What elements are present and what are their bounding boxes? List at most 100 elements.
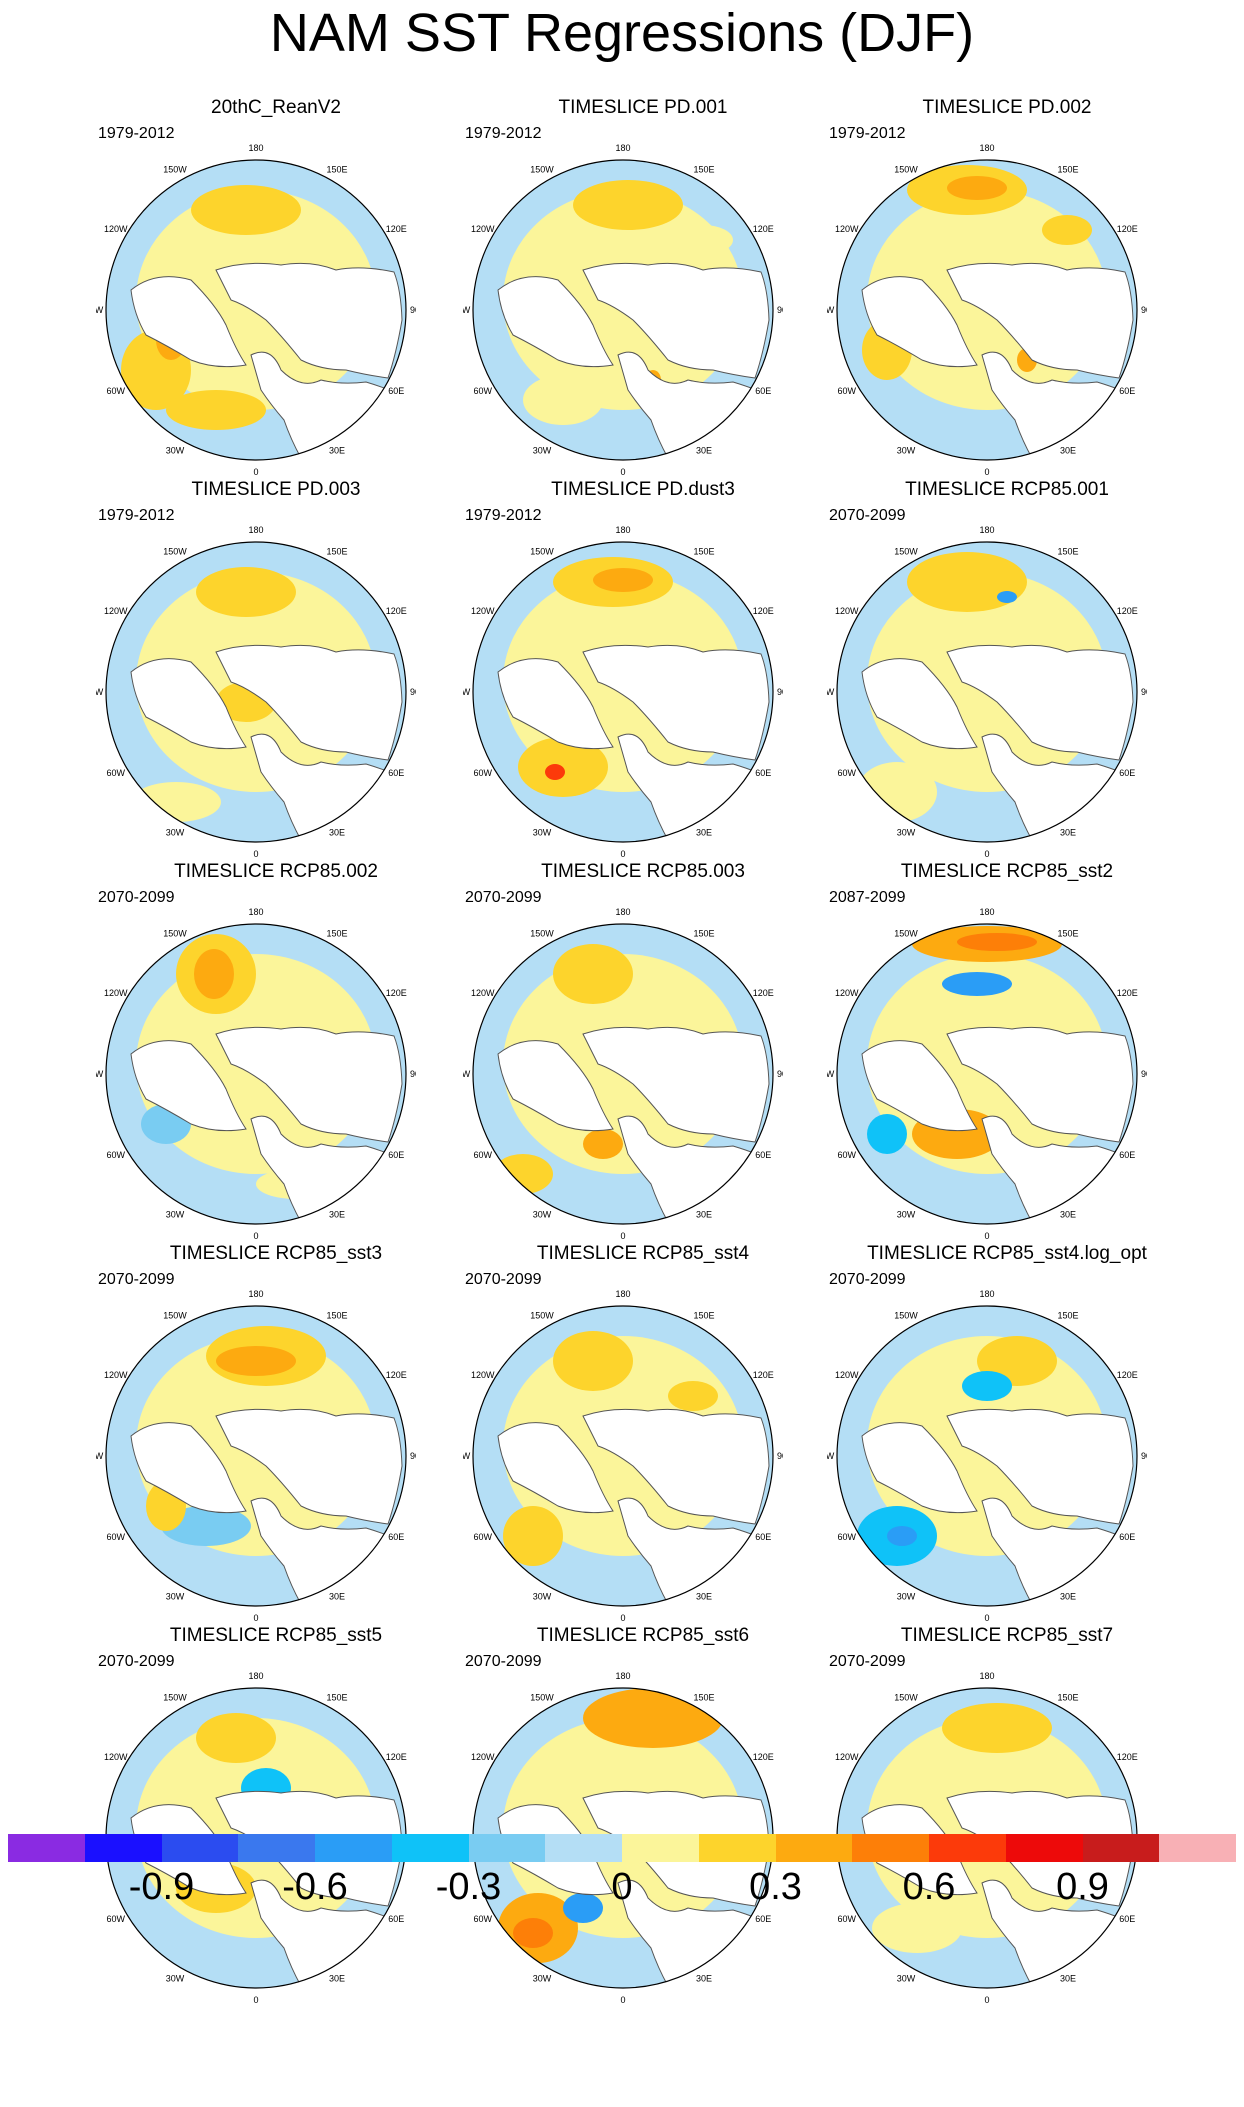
longitude-label: 150W <box>163 547 187 557</box>
longitude-label: 90E <box>1141 1069 1147 1079</box>
map-panel: TIMESLICE RCP85.001 2070-2099 180 150E 120E 9… <box>827 478 1187 859</box>
panel-title: TIMESLICE RCP85_sst7 <box>900 1625 1114 1646</box>
longitude-label: 30W <box>533 445 552 455</box>
panel-period: 2087-2099 <box>829 889 906 906</box>
longitude-label: 0 <box>253 1613 258 1623</box>
longitude-label: 0 <box>620 1995 625 2005</box>
longitude-label: 0 <box>984 1613 989 1623</box>
longitude-label: 120W <box>471 988 495 998</box>
panel-period: 2070-2099 <box>98 1653 175 1670</box>
anomaly-region <box>857 762 937 822</box>
colorbar-swatch <box>698 1834 776 1862</box>
longitude-label: 120E <box>753 1370 774 1380</box>
longitude-label: 150W <box>163 929 187 939</box>
panel-title: TIMESLICE RCP85.001 <box>905 479 1109 500</box>
longitude-label: 60W <box>473 1532 492 1542</box>
longitude-label: 180 <box>615 907 630 917</box>
colorbar-tick-label: -0.9 <box>128 1866 195 1908</box>
anomaly-region <box>191 185 301 235</box>
panel-title: TIMESLICE RCP85_sst4 <box>536 1243 750 1264</box>
longitude-label: 30W <box>533 827 552 837</box>
anomaly-region <box>553 1331 633 1391</box>
longitude-label: 150E <box>693 547 714 557</box>
longitude-label: 60E <box>755 1150 771 1160</box>
longitude-label: 0 <box>620 467 625 477</box>
polar-map: 180150E120E90E60E30E030W60W90W120W150W <box>827 525 1147 859</box>
anomaly-region <box>867 1114 907 1154</box>
longitude-label: 120W <box>104 1370 128 1380</box>
anomaly-region <box>907 552 1027 612</box>
map-panel: TIMESLICE PD.dust3 1979-2012 180 150E 120E 90… <box>463 478 823 859</box>
map-panel: TIMESLICE PD.002 1979-2012 180 150E 120E 90E 6… <box>827 96 1187 477</box>
longitude-label: 30E <box>696 827 712 837</box>
longitude-label: 120W <box>471 1752 495 1762</box>
longitude-label: 30W <box>166 1973 185 1983</box>
longitude-label: 60E <box>1119 768 1135 778</box>
anomaly-region <box>545 764 565 780</box>
longitude-label: 60E <box>755 1532 771 1542</box>
map-boundary <box>836 923 1138 1225</box>
anomaly-region <box>518 737 608 797</box>
longitude-label: 180 <box>979 1289 994 1299</box>
map-panel: TIMESLICE RCP85.002 2070-2099 180 150E 120E 9… <box>96 860 456 1241</box>
polar-map: 180150E120E90E60E30E030W60W90W120W150W <box>827 1289 1147 1623</box>
longitude-label: 30W <box>166 827 185 837</box>
map-panel: TIMESLICE RCP85_sst2 2087-2099 180 150E 120E… <box>827 860 1187 1241</box>
panel-period: 2070-2099 <box>829 507 906 524</box>
longitude-label: 150W <box>530 929 554 939</box>
longitude-label: 60W <box>837 768 856 778</box>
map-boundary <box>836 541 1138 843</box>
map-panel: TIMESLICE RCP85_sst4.log_opt 2070-2099 180… <box>827 1242 1187 1623</box>
colorbar-tick-label: -0.3 <box>435 1866 502 1908</box>
longitude-label: 90E <box>1141 1451 1147 1461</box>
map-boundary <box>105 541 407 843</box>
longitude-label: 60E <box>1119 1914 1135 1924</box>
longitude-label: 120E <box>753 988 774 998</box>
longitude-label: 30E <box>696 1209 712 1219</box>
longitude-label: 0 <box>620 1231 625 1241</box>
longitude-label: 0 <box>620 849 625 859</box>
longitude-label: 60E <box>1119 386 1135 396</box>
polar-map: 180150E120E90E60E30E030W60W90W120W150W <box>827 907 1147 1241</box>
longitude-label: 60W <box>106 1914 125 1924</box>
anomaly-region <box>503 1506 563 1566</box>
figure-title: NAM SST Regressions (DJF) <box>269 3 975 63</box>
colorbar-tick-label: 0.6 <box>902 1866 956 1908</box>
longitude-label: 150E <box>326 1693 347 1703</box>
map-boundary <box>472 1305 774 1607</box>
longitude-label: 90W <box>463 1069 471 1079</box>
longitude-label: 150E <box>693 1311 714 1321</box>
longitude-label: 60E <box>1119 1532 1135 1542</box>
longitude-label: 30W <box>533 1209 552 1219</box>
longitude-label: 30W <box>897 827 916 837</box>
polar-map: 180150E120E90E60E30E030W60W90W120W150W <box>827 1671 1147 2005</box>
longitude-label: 150E <box>1057 547 1078 557</box>
longitude-label: 120E <box>1117 606 1138 616</box>
longitude-label: 150E <box>326 1311 347 1321</box>
longitude-label: 30W <box>897 1591 916 1601</box>
longitude-label: 150E <box>326 547 347 557</box>
panel-period: 2070-2099 <box>465 1271 542 1288</box>
longitude-label: 120E <box>753 224 774 234</box>
longitude-label: 90W <box>827 1451 835 1461</box>
longitude-label: 30E <box>329 827 345 837</box>
anomaly-region <box>513 1918 553 1948</box>
longitude-label: 30E <box>1060 827 1076 837</box>
longitude-label: 90E <box>777 687 783 697</box>
colorbar-swatch <box>1005 1834 1083 1862</box>
longitude-label: 60W <box>837 1532 856 1542</box>
longitude-label: 120W <box>471 1370 495 1380</box>
longitude-label: 0 <box>984 849 989 859</box>
longitude-label: 30W <box>166 1591 185 1601</box>
panel-period: 1979-2012 <box>98 125 175 142</box>
longitude-label: 90E <box>410 305 416 315</box>
colorbar-swatch <box>161 1834 239 1862</box>
map-panel: TIMESLICE PD.001 1979-2012 180 150E 120E 90E 6… <box>463 96 823 477</box>
longitude-label: 120W <box>835 1752 859 1762</box>
longitude-label: 60W <box>106 1150 125 1160</box>
longitude-label: 180 <box>248 907 263 917</box>
longitude-label: 150W <box>163 1693 187 1703</box>
longitude-label: 90W <box>96 1069 104 1079</box>
panel-title: TIMESLICE PD.003 <box>191 479 361 500</box>
colorbar-swatch <box>852 1834 929 1862</box>
